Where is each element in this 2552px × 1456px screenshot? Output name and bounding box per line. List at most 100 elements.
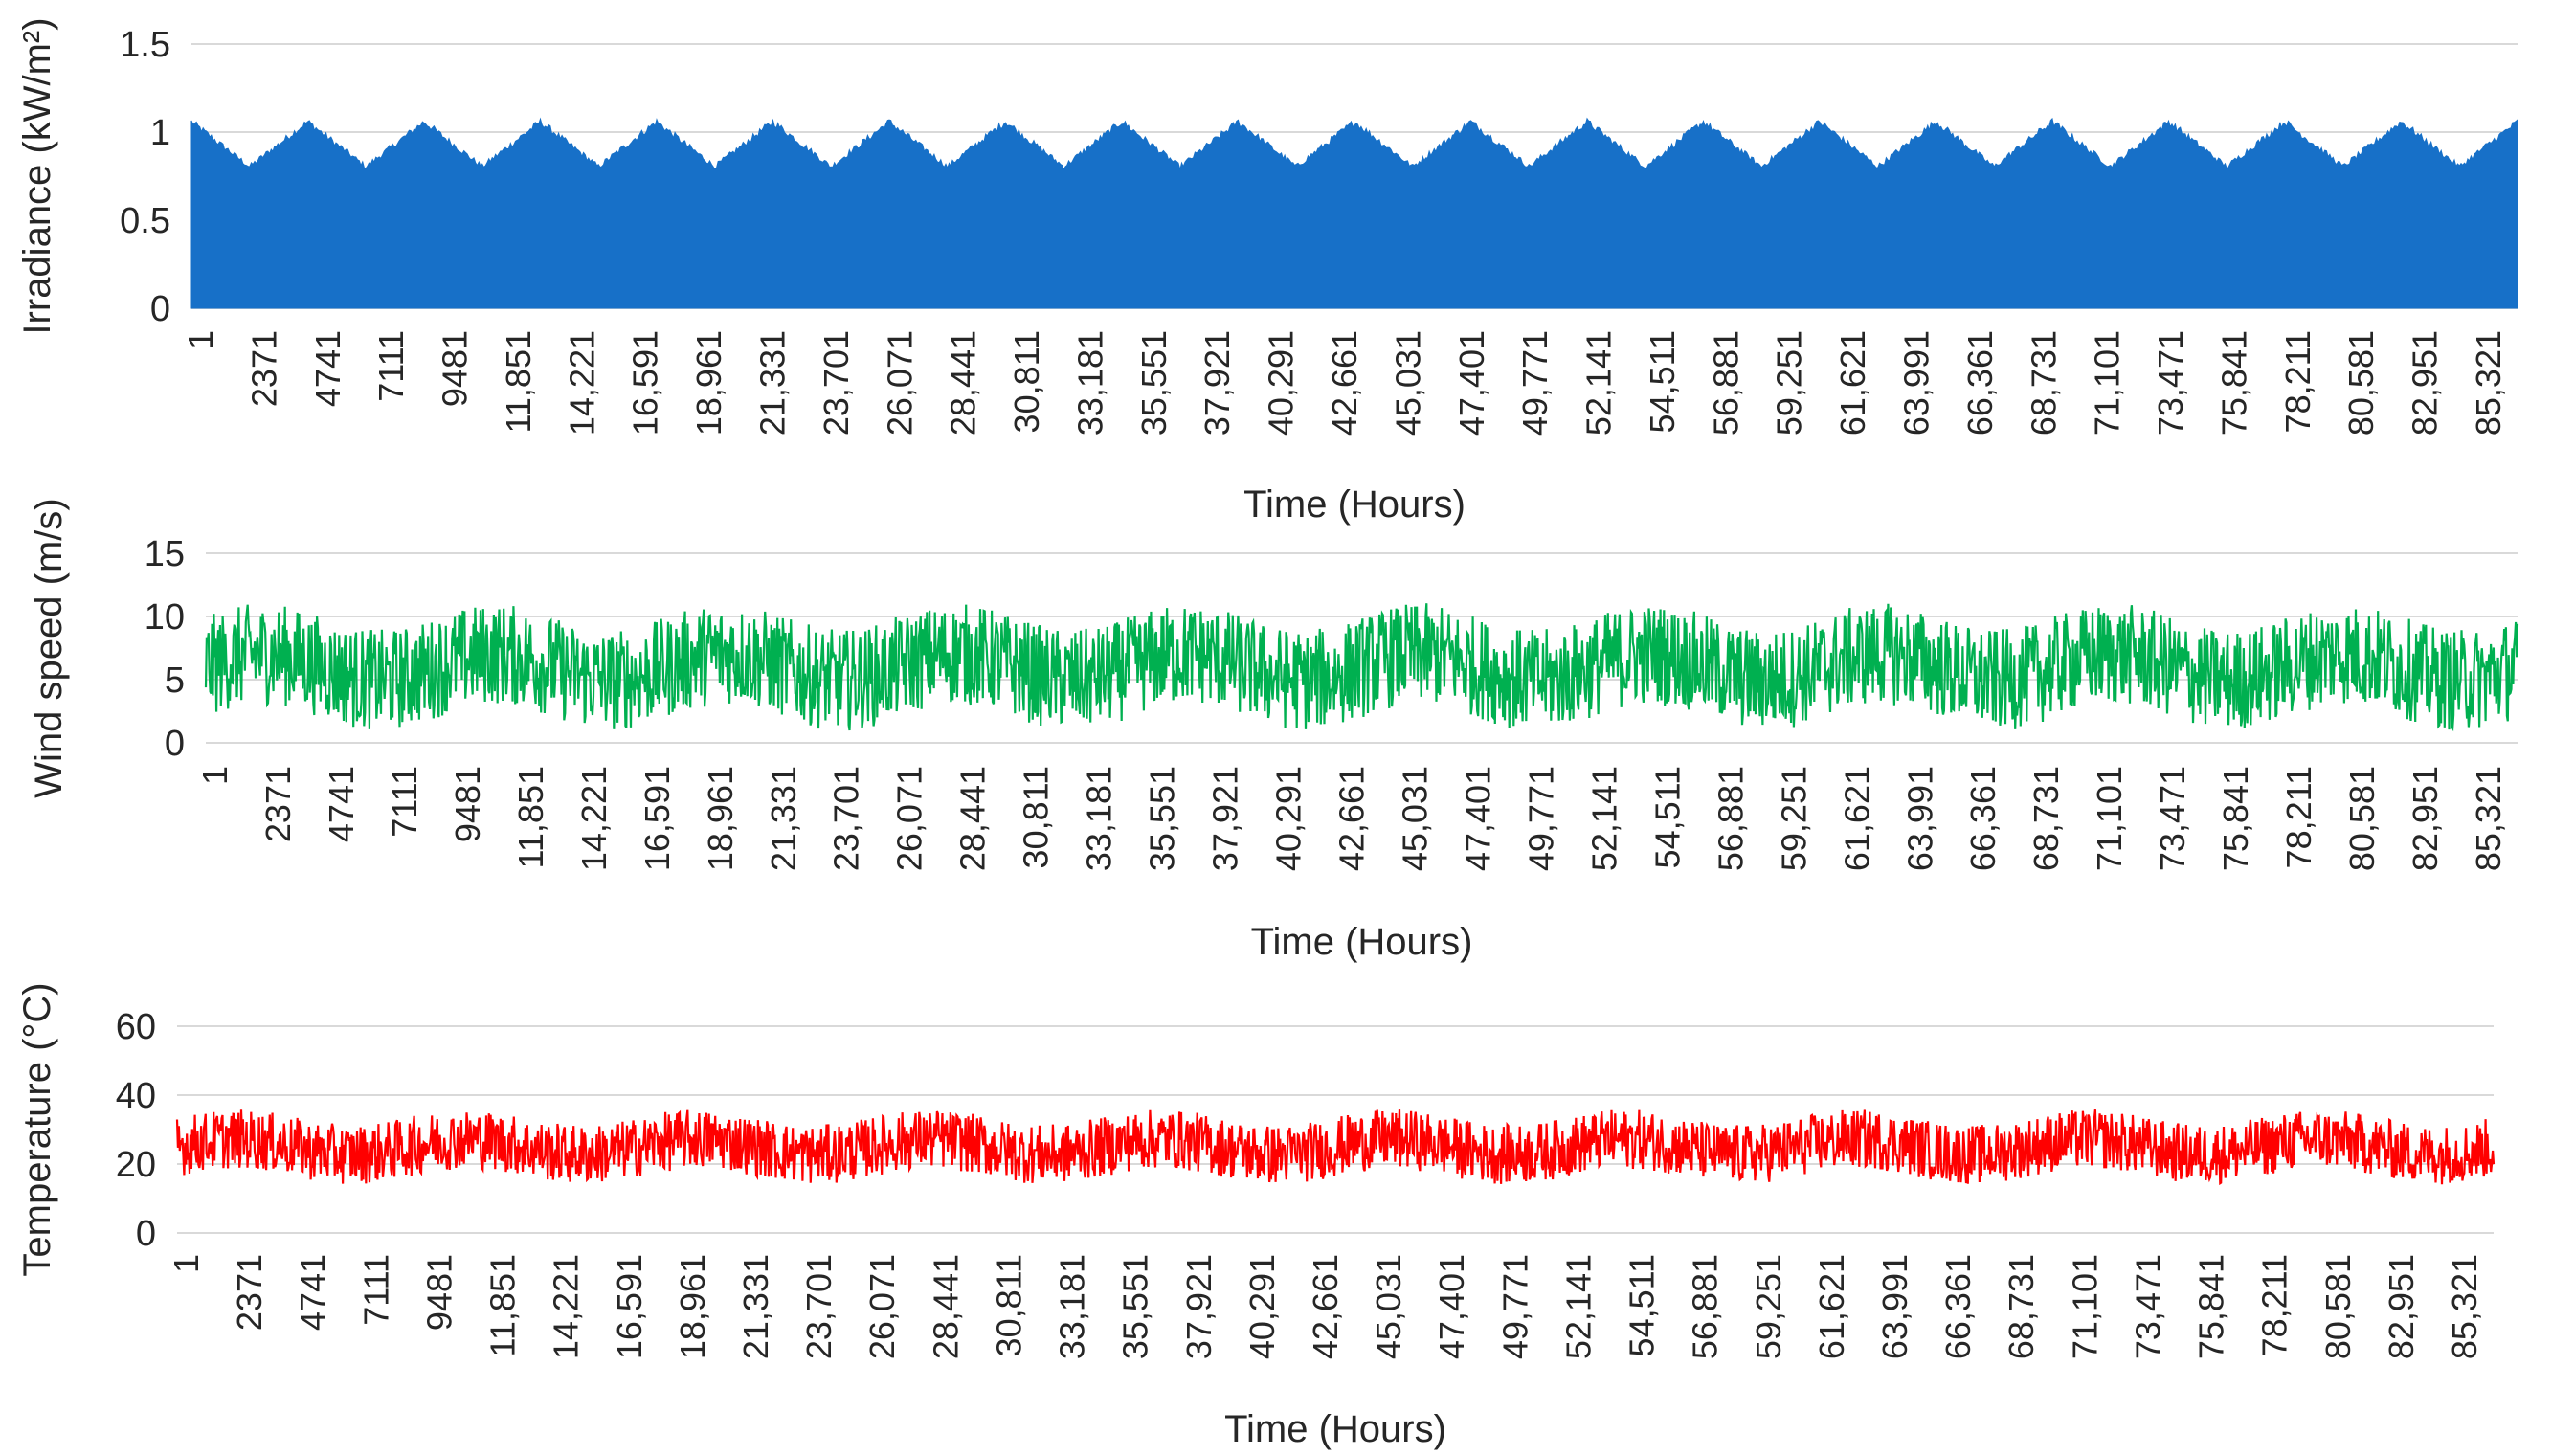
x-tick-label: 54,511 xyxy=(1647,766,1687,868)
x-tick-label: 42,661 xyxy=(1306,1254,1345,1359)
x-tick-label: 1 xyxy=(181,330,220,349)
x-tick-label: 1 xyxy=(195,766,235,785)
x-tick-label: 80,581 xyxy=(2318,1254,2358,1359)
x-tick-label: 52,141 xyxy=(1584,766,1623,871)
x-tick-label: 61,621 xyxy=(1812,1254,1851,1359)
x-tick-label: 9481 xyxy=(436,330,475,407)
x-tick-label: 45,031 xyxy=(1396,766,1435,871)
x-tick-label: 80,581 xyxy=(2342,766,2382,871)
x-tick-label: 47,401 xyxy=(1432,1254,1471,1359)
x-tick-label: 82,951 xyxy=(2406,330,2445,436)
x-tick-label: 28,441 xyxy=(944,330,983,436)
y-tick-label: 60 xyxy=(116,1007,156,1047)
x-tick-label: 35,551 xyxy=(1143,766,1182,871)
x-tick-label: 7111 xyxy=(371,330,411,402)
x-tick-label: 49,771 xyxy=(1521,766,1560,871)
x-tick-label: 59,251 xyxy=(1774,766,1813,871)
y-axis-label: Temperature (°C) xyxy=(16,982,58,1276)
x-tick-label: 71,101 xyxy=(2090,766,2129,871)
x-tick-label: 61,621 xyxy=(1837,766,1876,871)
x-tick-label: 35,551 xyxy=(1116,1254,1155,1359)
x-tick-label: 23,701 xyxy=(799,1254,839,1359)
y-tick-label: 10 xyxy=(145,597,185,638)
chart-panel-1: 0 0.5 1 1.5 1 2371 4741 7111 9481 11,851 14,221 16,… xyxy=(16,17,2518,526)
x-tick-label: 14,221 xyxy=(574,766,614,871)
x-tick-label: 68,731 xyxy=(2024,330,2063,436)
x-tick-label: 26,071 xyxy=(880,330,919,436)
x-tick-label: 42,661 xyxy=(1325,330,1364,436)
x-tick-label: 26,071 xyxy=(862,1254,902,1359)
x-tick-label: 71,101 xyxy=(2088,330,2127,436)
x-tick-label: 45,031 xyxy=(1388,330,1427,436)
x-tick-label: 85,321 xyxy=(2445,1254,2484,1359)
x-tick-label: 14,221 xyxy=(547,1254,586,1359)
x-tick-label: 66,361 xyxy=(1938,1254,1978,1359)
y-tick-label: 20 xyxy=(116,1145,156,1185)
x-tick-label: 82,951 xyxy=(2382,1254,2421,1359)
x-tick-label: 40,291 xyxy=(1262,330,1301,436)
x-tick-label: 56,881 xyxy=(1711,766,1750,871)
x-tick-label: 33,181 xyxy=(1080,766,1119,871)
x-axis-label: Time (Hours) xyxy=(1243,483,1466,526)
x-tick-label: 1 xyxy=(167,1254,206,1273)
x-tick-label: 73,471 xyxy=(2151,330,2190,436)
x-tick-label: 18,961 xyxy=(673,1254,712,1359)
x-tick-label: 4741 xyxy=(322,766,361,842)
chart-panel-3: 0 20 40 60 1 2371 4741 7111 9481 11,851 14,221 16,5… xyxy=(16,982,2496,1450)
x-tick-label: 28,441 xyxy=(953,766,993,871)
x-tick-label: 2371 xyxy=(244,330,283,407)
x-tick-label: 33,181 xyxy=(1070,330,1109,436)
x-tick-label: 21,331 xyxy=(736,1254,775,1359)
x-tick-label: 85,321 xyxy=(2469,766,2508,871)
x-tick-label: 23,701 xyxy=(827,766,866,871)
x-tick-label: 52,141 xyxy=(1558,1254,1598,1359)
y-tick-label: 0 xyxy=(150,289,170,329)
y-axis-label: Irradiance (kW/m²) xyxy=(16,17,58,334)
x-tick-label: 18,961 xyxy=(701,766,740,871)
x-tick-label: 18,961 xyxy=(689,330,728,436)
x-tick-label: 11,851 xyxy=(511,766,550,868)
x-tick-label: 28,441 xyxy=(926,1254,965,1359)
x-tick-label: 73,471 xyxy=(2128,1254,2167,1359)
irradiance-series-area xyxy=(190,117,2518,309)
x-tick-label: 16,591 xyxy=(638,766,677,871)
x-tick-label: 78,211 xyxy=(2278,330,2317,433)
x-tick-label: 49,771 xyxy=(1515,330,1555,436)
x-tick-label: 23,701 xyxy=(817,330,856,436)
x-tick-label: 71,101 xyxy=(2065,1254,2104,1359)
x-tick-label: 2371 xyxy=(230,1254,269,1331)
y-axis-label: Wind speed (m/s) xyxy=(28,498,70,797)
y-tick-label: 5 xyxy=(165,661,185,701)
x-tick-label: 35,551 xyxy=(1134,330,1174,436)
x-tick-label: 33,181 xyxy=(1053,1254,1092,1359)
x-tick-label: 26,071 xyxy=(890,766,929,871)
x-tick-label: 73,471 xyxy=(2153,766,2192,871)
x-tick-label: 75,841 xyxy=(2192,1254,2231,1359)
x-tick-label: 49,771 xyxy=(1495,1254,1534,1359)
y-tick-label: 0 xyxy=(165,724,185,764)
x-tick-label: 11,851 xyxy=(499,330,538,433)
x-tick-label: 37,921 xyxy=(1198,330,1237,436)
x-tick-label: 21,331 xyxy=(753,330,793,436)
x-tick-label: 68,731 xyxy=(2026,766,2066,871)
x-tick-label: 37,921 xyxy=(1179,1254,1219,1359)
x-tick-label: 11,851 xyxy=(483,1254,523,1356)
x-tick-label: 45,031 xyxy=(1369,1254,1408,1359)
x-tick-label: 14,221 xyxy=(562,330,601,436)
x-tick-label: 61,621 xyxy=(1833,330,1872,436)
y-tick-label: 40 xyxy=(116,1076,156,1116)
x-tick-label: 42,661 xyxy=(1332,766,1372,871)
x-tick-label: 85,321 xyxy=(2469,330,2508,436)
x-tick-label: 66,361 xyxy=(1963,766,2003,871)
y-tick-label: 1.5 xyxy=(120,25,170,65)
x-tick-label: 47,401 xyxy=(1458,766,1497,871)
x-tick-label: 4741 xyxy=(293,1254,332,1331)
x-tick-label: 52,141 xyxy=(1579,330,1619,436)
x-tick-label: 56,881 xyxy=(1706,330,1745,436)
x-tick-label: 37,921 xyxy=(1206,766,1245,871)
x-tick-label: 59,251 xyxy=(1770,330,1809,436)
y-tick-label: 1 xyxy=(150,113,170,153)
x-tick-label: 78,211 xyxy=(2255,1254,2295,1356)
